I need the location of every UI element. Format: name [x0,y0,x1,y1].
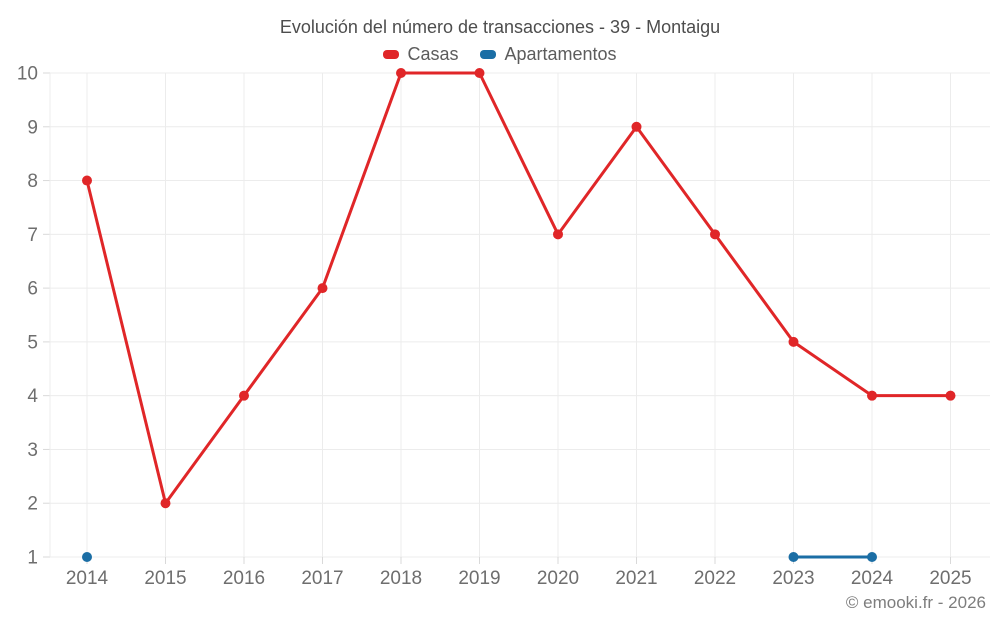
data-point-apartamentos[interactable] [788,552,799,562]
y-tick-label: 9 [27,117,38,138]
y-tick-label: 1 [27,548,38,569]
y-tick-label: 7 [27,225,38,246]
data-point-casas[interactable] [317,283,328,294]
x-tick-label: 2016 [223,568,265,589]
x-tick-label: 2014 [66,568,109,589]
copyright-text: © emooki.fr - 2026 [845,593,986,612]
data-point-apartamentos[interactable] [867,552,877,562]
y-tick-label: 3 [27,440,38,461]
series-line-casas [792,340,874,398]
data-point-apartamentos[interactable] [82,552,92,562]
data-point-casas[interactable] [396,68,406,78]
x-tick-label: 2023 [772,568,814,589]
data-point-casas[interactable] [867,390,877,401]
x-tick-label: 2024 [851,568,894,589]
legend-item-casas[interactable]: Casas [383,44,458,65]
x-tick-label: 2020 [537,568,579,589]
data-point-casas[interactable] [553,229,563,240]
series-line-casas [321,71,403,290]
series-line-casas [164,394,246,505]
y-tick-label: 8 [27,171,38,192]
x-tick-label: 2021 [615,568,657,589]
series-line-casas [713,232,795,344]
y-tick-label: 5 [27,332,38,353]
legend-label-apartamentos: Apartamentos [504,44,617,64]
data-point-casas[interactable] [945,390,956,401]
y-tick-label: 10 [17,64,38,85]
data-point-casas[interactable] [474,68,485,78]
series-line-casas [85,179,167,505]
x-tick-label: 2017 [301,568,343,589]
data-point-casas[interactable] [160,498,171,509]
x-tick-label: 2018 [380,568,422,589]
data-point-casas[interactable] [788,336,799,347]
data-point-casas[interactable] [631,121,642,132]
x-tick-label: 2022 [694,568,736,589]
x-tick-label: 2025 [929,568,971,589]
legend-swatch-apartamentos-icon [480,50,497,59]
legend-item-apartamentos[interactable]: Apartamentos [480,44,617,65]
data-point-casas[interactable] [710,229,720,240]
x-tick-label: 2015 [144,568,186,589]
x-tick-label: 2019 [458,568,500,589]
legend-swatch-casas-icon [383,50,400,59]
y-tick-label: 2 [27,494,38,515]
data-point-casas[interactable] [82,175,92,186]
y-tick-label: 6 [27,279,38,300]
series-line-casas [556,125,638,236]
chart-title: Evolución del número de transacciones - … [279,17,721,37]
data-point-casas[interactable] [239,390,249,401]
legend: Casas Apartamentos [0,44,1000,65]
series-line-casas [635,125,717,236]
legend-label-casas: Casas [407,44,459,64]
y-tick-label: 4 [27,386,38,407]
series-line-casas [242,286,324,398]
series-line-casas [478,71,560,236]
